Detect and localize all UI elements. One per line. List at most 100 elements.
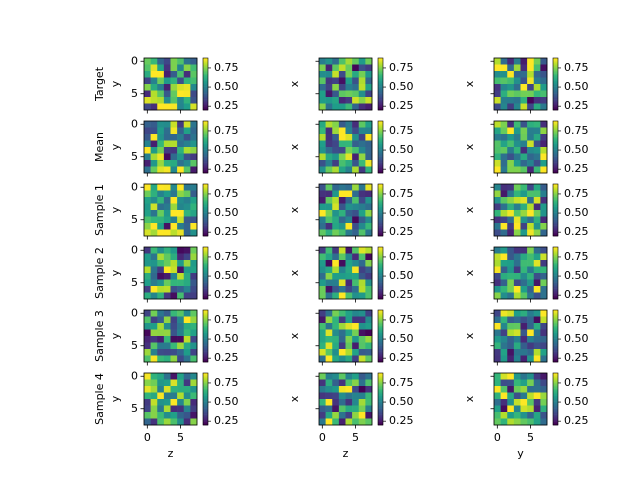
- colorbar-segment: [203, 374, 208, 376]
- colorbar-segment: [378, 91, 383, 94]
- heatmap-cell: [190, 412, 198, 419]
- heatmap-cell: [170, 223, 178, 230]
- heatmap-cell: [365, 71, 373, 78]
- colorbar-segment: [553, 347, 558, 350]
- heatmap-cell: [177, 316, 185, 324]
- heatmap-cell: [325, 77, 333, 85]
- heatmap-cell: [144, 266, 151, 274]
- colorbar-segment: [203, 279, 208, 282]
- heatmap-cell: [325, 386, 333, 393]
- heatmap-cell: [319, 253, 326, 261]
- colorbar-segment: [553, 86, 558, 89]
- heatmap-cell: [332, 399, 340, 406]
- heatmap-cell: [533, 134, 541, 141]
- heatmap-cell: [183, 153, 191, 161]
- heatmap-cell: [527, 310, 535, 317]
- colorbar-segment: [203, 76, 208, 78]
- heatmap-cell: [144, 121, 151, 128]
- colorbar-segment: [378, 317, 383, 320]
- heatmap-cell: [352, 127, 360, 135]
- colorbar-segment: [553, 247, 558, 249]
- heatmap-cell: [338, 71, 346, 78]
- colorbar-segment: [553, 61, 558, 64]
- heatmap-cell: [494, 405, 501, 413]
- heatmap-cell: [527, 329, 535, 337]
- heatmap-cell: [540, 97, 548, 104]
- colorbar-segment: [378, 418, 383, 421]
- heatmap-cell: [365, 399, 373, 406]
- colorbar-segment: [553, 60, 558, 63]
- heatmap-cell: [332, 77, 340, 85]
- heatmap-cell: [540, 260, 548, 267]
- heatmap-cell: [352, 134, 360, 141]
- colorbar-segment: [203, 396, 208, 398]
- colorbar-segment: [378, 313, 383, 316]
- heatmap-cell: [352, 379, 360, 387]
- colorbar-segment: [378, 271, 383, 274]
- heatmap-cell: [365, 355, 373, 363]
- colorbar-segment: [378, 261, 383, 263]
- colorbar-segment: [378, 233, 383, 235]
- heatmap-cell: [183, 316, 191, 324]
- colorbar-segment: [553, 103, 558, 106]
- heatmap-cell: [494, 392, 501, 400]
- heatmap-cell: [157, 336, 165, 343]
- heatmap-cell: [150, 134, 158, 141]
- x-tick-label: 0: [494, 431, 501, 444]
- heatmap-cell: [527, 323, 535, 330]
- heatmap-cell: [190, 386, 198, 393]
- heatmap-cell: [533, 316, 541, 324]
- heatmap-cell: [190, 166, 198, 174]
- heatmap-cell: [358, 418, 366, 426]
- heatmap-cell: [513, 310, 521, 317]
- heatmap-cell: [190, 336, 198, 343]
- heatmap-cell: [365, 84, 373, 91]
- colorbar-segment: [203, 293, 208, 296]
- colorbar-segment: [378, 388, 383, 391]
- heatmap-cell: [170, 147, 178, 154]
- heatmap-cell: [540, 405, 548, 413]
- colorbar-segment: [203, 69, 208, 72]
- heatmap-cell: [170, 247, 178, 254]
- heatmap-cell: [332, 160, 340, 167]
- colorbar-segment: [203, 399, 208, 401]
- colorbar-segment: [553, 126, 558, 128]
- colorbar-segment: [378, 60, 383, 63]
- heatmap-cell: [358, 329, 366, 337]
- heatmap-cell: [170, 229, 178, 237]
- heatmap-cell: [144, 103, 151, 111]
- heatmap-cell: [527, 160, 535, 167]
- heatmap-cell: [520, 336, 528, 343]
- colorbar-segment: [553, 343, 558, 346]
- heatmap-cell: [500, 286, 508, 293]
- colorbar-segment: [203, 78, 208, 81]
- heatmap-cell: [144, 336, 151, 343]
- colorbar-segment: [553, 319, 558, 321]
- heatmap-cell: [163, 84, 171, 91]
- colorbar-segment: [378, 288, 383, 291]
- colorbar-segment: [553, 229, 558, 232]
- colorbar-segment: [553, 147, 558, 149]
- colorbar-segment: [378, 67, 383, 69]
- heatmap-cell: [358, 140, 366, 148]
- colorbar-segment: [203, 289, 208, 292]
- heatmap-cell: [144, 399, 151, 406]
- heatmap-cell: [358, 266, 366, 274]
- heatmap-cell: [533, 64, 541, 72]
- heatmap-cell: [365, 392, 373, 400]
- heatmap-cell: [319, 153, 326, 161]
- heatmap-cell: [358, 223, 366, 230]
- colorbar-segment: [203, 200, 208, 203]
- heatmap-cell: [527, 134, 535, 141]
- heatmap-cell: [319, 266, 326, 274]
- heatmap-cell: [352, 355, 360, 363]
- heatmap-cell: [358, 160, 366, 167]
- colorbar-segment: [553, 315, 558, 317]
- heatmap-cell: [358, 153, 366, 161]
- heatmap-cell: [338, 210, 346, 217]
- heatmap-cell: [345, 127, 353, 135]
- colorbar-segment: [378, 81, 383, 83]
- colorbar-segment: [553, 160, 558, 162]
- heatmap-cell: [345, 140, 353, 148]
- colorbar-segment: [553, 270, 558, 272]
